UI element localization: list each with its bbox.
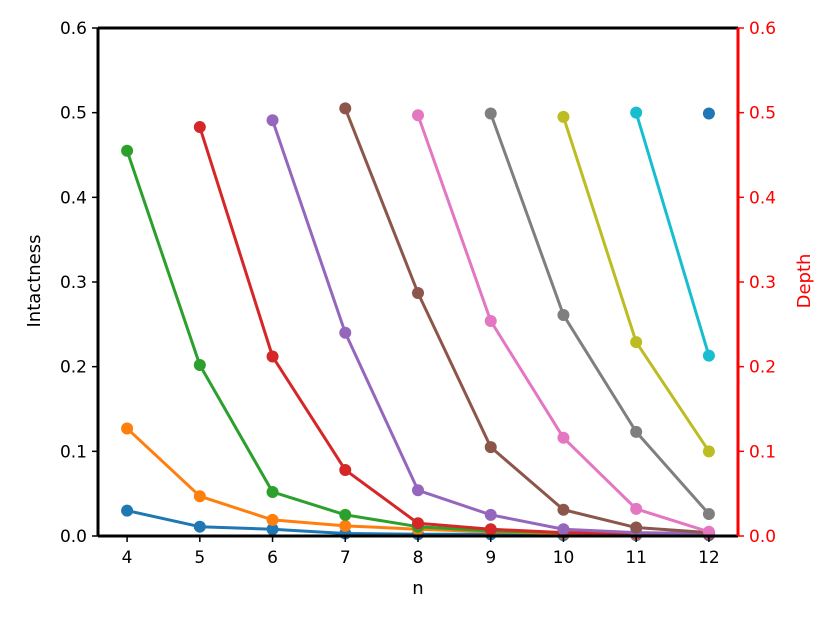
data-point — [557, 503, 570, 516]
y-tick-label: 0.6 — [60, 19, 87, 39]
x-axis-label: n — [412, 578, 423, 599]
data-point — [412, 484, 424, 497]
data-point — [630, 502, 643, 515]
data-point — [702, 445, 715, 458]
series-9 — [557, 110, 715, 458]
series-line — [634, 111, 711, 358]
data-point — [266, 523, 279, 536]
x-tick-label: 11 — [625, 548, 647, 568]
data-point — [339, 463, 352, 476]
data-point — [193, 121, 206, 134]
x-tick-label: 5 — [194, 548, 205, 568]
right-y-tick-label: 0.5 — [749, 104, 776, 124]
data-point — [266, 114, 279, 127]
data-point — [339, 326, 352, 339]
series-11 — [702, 107, 715, 120]
right-y-tick-label: 0.1 — [749, 442, 776, 462]
data-point — [266, 485, 279, 498]
data-point — [630, 425, 643, 438]
y-tick-label: 0.3 — [60, 273, 87, 293]
data-point — [702, 107, 715, 120]
x-tick-label: 10 — [553, 548, 575, 568]
data-point — [412, 517, 424, 530]
data-point — [412, 287, 424, 300]
data-point — [121, 144, 134, 157]
data-point — [121, 422, 134, 435]
series-10 — [630, 106, 715, 362]
series-8 — [484, 107, 715, 520]
x-tick-label: 9 — [485, 548, 496, 568]
data-point — [339, 508, 352, 521]
series-layer — [121, 102, 715, 542]
right-y-tick-label: 0.4 — [749, 188, 776, 208]
data-point — [266, 350, 279, 363]
data-point — [484, 314, 497, 327]
data-point — [630, 521, 643, 534]
data-point — [557, 523, 570, 536]
y-tick-label: 0.5 — [60, 104, 87, 124]
x-tick-label: 4 — [122, 548, 133, 568]
right-y-tick-label: 0.0 — [749, 527, 776, 547]
y-tick-label: 0.1 — [60, 442, 87, 462]
y-axis-label: Intactness — [24, 235, 45, 328]
data-point — [557, 431, 570, 444]
data-point — [702, 507, 715, 520]
x-tick-label: 12 — [698, 548, 720, 568]
data-point — [193, 520, 206, 533]
data-point — [412, 109, 424, 122]
data-point — [484, 508, 497, 521]
y-tick-label: 0.2 — [60, 358, 87, 378]
right-y-tick-label: 0.2 — [749, 358, 776, 378]
data-point — [193, 358, 206, 371]
x-tick-label: 7 — [340, 548, 351, 568]
data-point — [121, 504, 134, 517]
series-line — [489, 112, 711, 516]
data-point — [484, 441, 497, 454]
y-tick-label: 0.0 — [60, 527, 87, 547]
data-point — [702, 349, 715, 362]
tick-layer: 4 5 6 7 8 9 10 11 12 0.0 0.1 0.2 0.3 0.4 0.5 0.6 0.0 0.1 0… — [60, 19, 776, 568]
data-point — [630, 336, 643, 349]
series-line — [343, 106, 711, 535]
data-point — [339, 519, 352, 532]
right-y-axis-label: Depth — [794, 254, 815, 309]
y-tick-label: 0.4 — [60, 188, 87, 208]
data-point — [339, 102, 352, 115]
data-point — [484, 523, 497, 536]
x-tick-label: 6 — [267, 548, 278, 568]
data-point — [193, 490, 206, 503]
data-point — [630, 106, 643, 119]
right-y-tick-label: 0.6 — [749, 19, 776, 39]
data-point — [557, 309, 570, 322]
x-tick-label: 8 — [413, 548, 424, 568]
data-point — [266, 513, 279, 526]
data-point — [484, 107, 497, 120]
right-y-tick-label: 0.3 — [749, 273, 776, 293]
data-point — [557, 110, 570, 123]
